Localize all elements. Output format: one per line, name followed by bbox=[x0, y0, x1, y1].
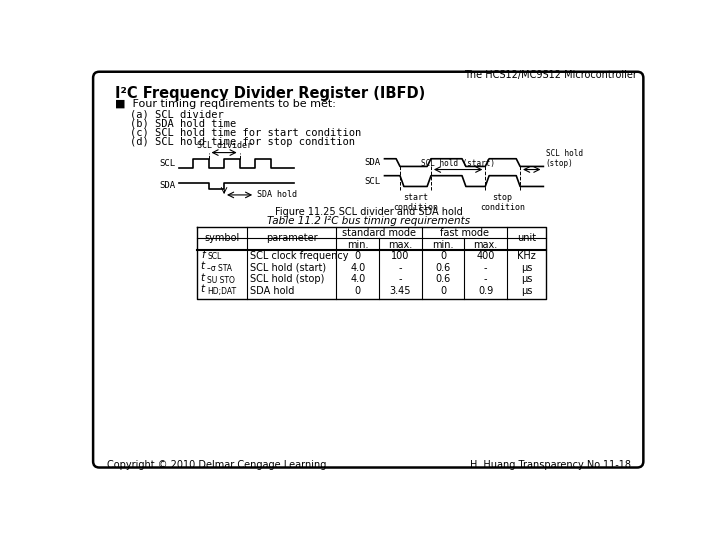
Text: (c) SCL hold time for start condition: (c) SCL hold time for start condition bbox=[130, 128, 361, 138]
Text: max.: max. bbox=[388, 240, 413, 249]
Text: SCL: SCL bbox=[364, 177, 381, 186]
Text: t: t bbox=[201, 273, 205, 283]
Text: 3.45: 3.45 bbox=[390, 286, 411, 296]
Text: t: t bbox=[201, 261, 205, 271]
Text: f: f bbox=[201, 249, 204, 260]
Text: min.: min. bbox=[432, 240, 454, 249]
Text: max.: max. bbox=[474, 240, 498, 249]
Text: 0.6: 0.6 bbox=[436, 274, 451, 284]
FancyBboxPatch shape bbox=[93, 72, 644, 468]
Text: fast mode: fast mode bbox=[440, 228, 489, 238]
Text: SDA: SDA bbox=[159, 181, 175, 190]
Text: 0: 0 bbox=[355, 286, 361, 296]
Text: -: - bbox=[484, 262, 487, 273]
Text: (b) SDA hold time: (b) SDA hold time bbox=[130, 119, 237, 129]
Text: t: t bbox=[201, 284, 205, 294]
Text: Table 11.2 I²C bus timing requirements: Table 11.2 I²C bus timing requirements bbox=[267, 215, 471, 226]
Text: I²C Frequency Divider Register (IBFD): I²C Frequency Divider Register (IBFD) bbox=[114, 85, 425, 100]
Text: Figure 11.25 SCL divider and SDA hold: Figure 11.25 SCL divider and SDA hold bbox=[275, 207, 463, 217]
Text: -: - bbox=[484, 274, 487, 284]
Text: 0: 0 bbox=[355, 251, 361, 261]
Text: SCL: SCL bbox=[207, 252, 221, 261]
Text: μs: μs bbox=[521, 286, 532, 296]
Text: μs: μs bbox=[521, 262, 532, 273]
Text: The HCS12/MC9S12 Microcontroller: The HCS12/MC9S12 Microcontroller bbox=[464, 70, 637, 80]
Text: 4.0: 4.0 bbox=[350, 274, 365, 284]
Text: unit: unit bbox=[517, 233, 536, 243]
Text: KHz: KHz bbox=[517, 251, 536, 261]
Text: SCL divider: SCL divider bbox=[197, 140, 251, 150]
Text: 4.0: 4.0 bbox=[350, 262, 365, 273]
Text: SCL hold (stop): SCL hold (stop) bbox=[251, 274, 325, 284]
Text: 0.6: 0.6 bbox=[436, 262, 451, 273]
Text: SDA: SDA bbox=[364, 158, 381, 167]
Text: H. Huang Transparency No.11-18: H. Huang Transparency No.11-18 bbox=[470, 460, 631, 470]
Text: μs: μs bbox=[521, 274, 532, 284]
Text: SCL hold
(stop): SCL hold (stop) bbox=[546, 148, 582, 168]
Text: (d) SCL hold time for stop condition: (d) SCL hold time for stop condition bbox=[130, 137, 355, 147]
Text: SDA hold: SDA hold bbox=[258, 191, 297, 199]
Text: SCL: SCL bbox=[159, 159, 175, 168]
Text: –σ STA: –σ STA bbox=[207, 264, 232, 273]
Text: 0: 0 bbox=[440, 251, 446, 261]
Text: -: - bbox=[399, 262, 402, 273]
Text: SCL hold (start): SCL hold (start) bbox=[421, 159, 495, 168]
Text: Copyright © 2010 Delmar Cengage Learning: Copyright © 2010 Delmar Cengage Learning bbox=[107, 460, 326, 470]
Text: parameter: parameter bbox=[266, 233, 318, 243]
Text: stop
condition: stop condition bbox=[480, 193, 525, 212]
Text: standard mode: standard mode bbox=[342, 228, 416, 238]
Text: HD;DAT: HD;DAT bbox=[207, 287, 236, 296]
Text: SCL hold (start): SCL hold (start) bbox=[251, 262, 327, 273]
Text: SDA hold: SDA hold bbox=[251, 286, 294, 296]
Text: 100: 100 bbox=[391, 251, 410, 261]
Text: ■  Four timing requirements to be met:: ■ Four timing requirements to be met: bbox=[114, 99, 336, 109]
Text: 0.9: 0.9 bbox=[478, 286, 493, 296]
Text: (a) SCL divider: (a) SCL divider bbox=[130, 110, 224, 119]
Text: min.: min. bbox=[347, 240, 369, 249]
Text: start
condition: start condition bbox=[393, 193, 438, 212]
Text: SU STO: SU STO bbox=[207, 275, 235, 285]
Text: 400: 400 bbox=[477, 251, 495, 261]
Text: symbol: symbol bbox=[204, 233, 240, 243]
Text: -: - bbox=[399, 274, 402, 284]
Text: SCL clock frequency: SCL clock frequency bbox=[251, 251, 349, 261]
Text: 0: 0 bbox=[440, 286, 446, 296]
